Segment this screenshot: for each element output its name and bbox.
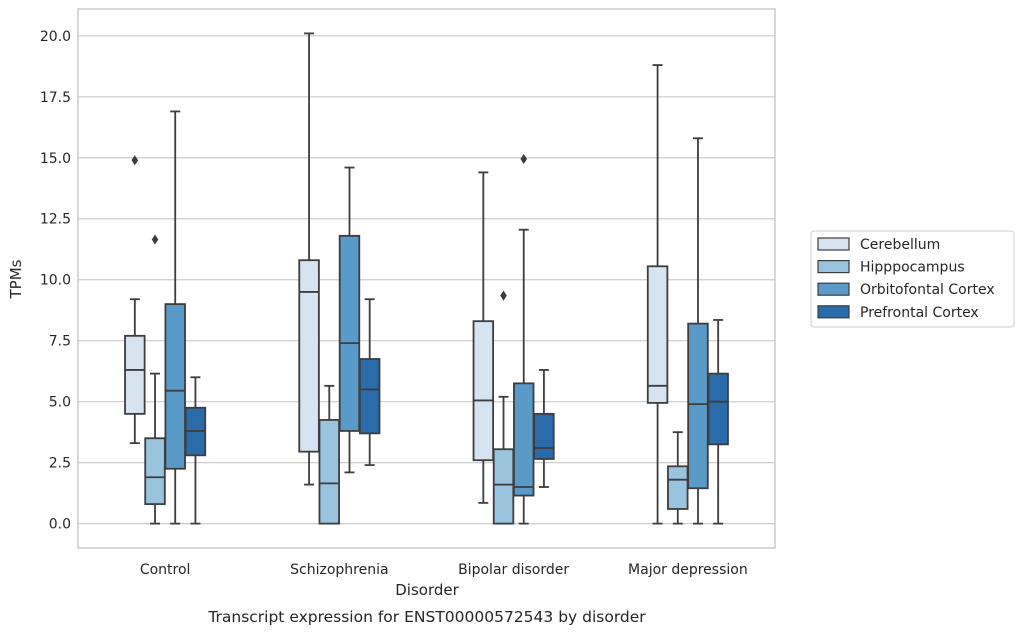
y-tick-label: 2.5 [49,456,71,472]
legend: Cerebellum Hipppocampus Orbitofontal Corte… [810,230,1015,328]
y-tick-label: 15.0 [40,151,71,167]
legend-label: Prefrontal Cortex [860,305,979,321]
legend-swatch [817,282,850,296]
outlier-point [151,234,159,245]
y-tick-label: 12.5 [40,212,71,228]
box-4-3 [687,137,709,525]
legend-label: Cerebellum [860,237,940,253]
y-tick-label: 5.0 [49,395,71,411]
x-tick-label: Bipolar disorder [458,562,569,578]
box-3-4 [533,369,555,488]
legend-label: Orbitofontal Cortex [860,282,995,298]
iqr-box [144,437,166,505]
y-tick-labels: 0.0 2.5 5.0 7.5 10.0 12.5 15.0 17.5 20.0 [40,29,71,533]
box-1-3 [164,110,186,525]
iqr-box [338,234,361,432]
box-2-4 [358,298,381,466]
iqr-box [164,303,186,470]
legend-swatch [817,305,850,319]
outlier-point [520,153,528,164]
x-tick-label: Schizophrenia [290,562,388,578]
box-3-3 [513,153,535,525]
x-tick-label: Control [140,562,191,578]
y-tick-label: 10.0 [40,273,71,289]
iqr-box [533,412,555,460]
box-3-1 [472,171,495,504]
box-2-3 [338,166,361,474]
iqr-box [472,320,495,462]
iqr-box [646,265,669,404]
legend-label: Hipppocampus [860,260,965,276]
gridlines [78,35,775,525]
iqr-box [707,372,729,446]
box-2-2 [318,384,340,525]
iqr-box [318,419,340,525]
box-4-1 [646,64,669,525]
iqr-box [358,358,381,435]
x-axis-title: Disorder [395,581,459,599]
chart-caption: Transcript expression for ENST0000057254… [207,608,646,626]
y-tick-label: 20.0 [40,29,71,45]
plot-frame [77,8,776,549]
iqr-box [687,322,709,490]
box-2-1 [298,32,320,486]
iqr-box [124,334,146,415]
y-axis-title: TPMs [7,259,25,299]
x-tick-labels: Control Schizophrenia Bipolar disorder Majo… [140,562,748,578]
iqr-box [513,382,535,497]
y-tick-label: 7.5 [49,334,71,350]
box-4-4 [707,319,729,525]
legend-swatch [817,237,850,251]
box-3-2 [492,290,515,525]
legend-box [810,230,1015,328]
x-tick-label: Major depression [628,562,748,578]
box-1-2 [144,234,166,525]
y-tick-label: 0.0 [49,517,71,533]
iqr-box [298,259,320,453]
y-tick-label: 17.5 [40,90,71,106]
iqr-box [492,448,515,525]
box-1-4 [184,376,207,525]
iqr-box [667,465,689,510]
outlier-point [500,290,507,301]
box-4-2 [667,431,689,525]
legend-swatch [817,260,850,274]
box-1-1 [124,155,146,445]
box-plots [124,32,729,525]
outlier-point [131,155,139,166]
